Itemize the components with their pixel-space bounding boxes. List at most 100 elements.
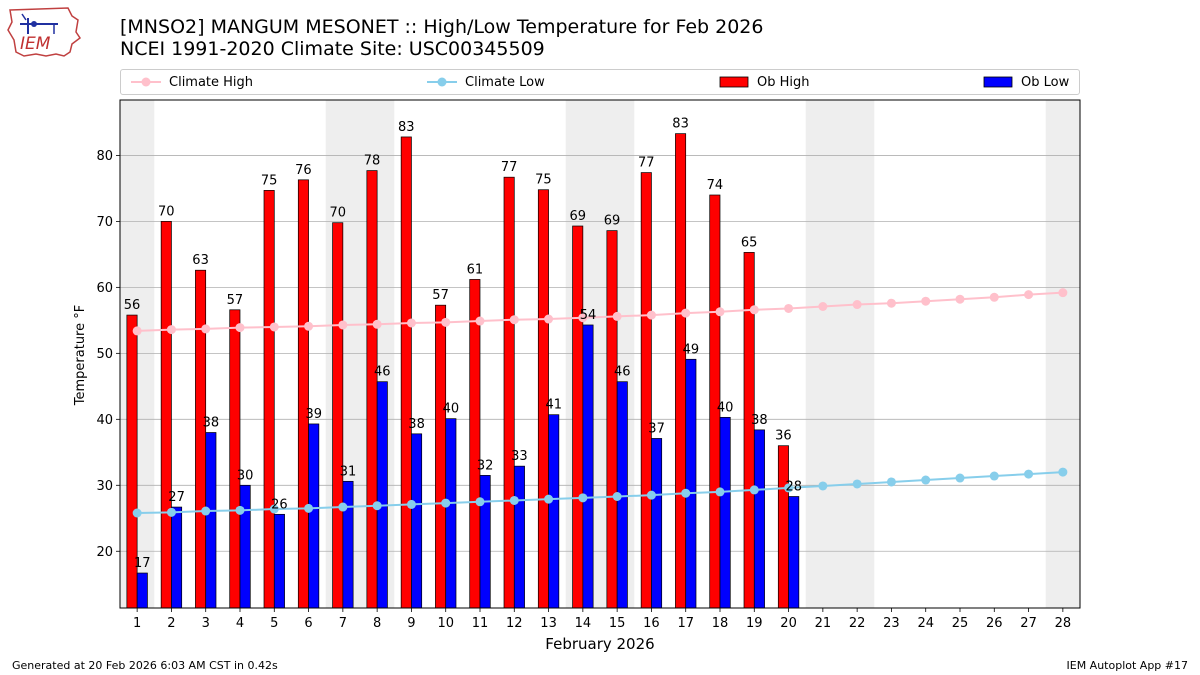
ob-low-bar [342, 480, 354, 609]
ob-low-bar [376, 381, 388, 609]
weekend-shade [1045, 100, 1080, 608]
weekend-shade [840, 100, 875, 608]
ob-low-label: 17 [134, 556, 151, 571]
climate-high-point [886, 298, 896, 308]
y-axis-label: Temperature °F [73, 305, 88, 406]
climate-high-point [132, 326, 142, 336]
ob-low-label: 38 [203, 416, 220, 431]
ob-high-bar [160, 221, 172, 609]
climate-high-point [749, 305, 759, 315]
ob-low-label: 32 [477, 458, 494, 473]
weekend-shade [805, 100, 840, 608]
climate-low-point [886, 477, 896, 487]
x-tick-label: 18 [712, 616, 729, 631]
ob-low-label: 54 [580, 308, 597, 323]
legend-swatch-icon [983, 76, 1013, 88]
climate-high-point [544, 314, 554, 324]
ob-high-label: 83 [398, 120, 415, 135]
ob-low-bar [308, 423, 320, 609]
ob-high-bar [400, 136, 412, 609]
ob-low-label: 33 [511, 449, 528, 464]
ob-low-bar [651, 438, 663, 609]
climate-low-point [1058, 467, 1068, 477]
ob-low-label: 39 [305, 407, 322, 422]
x-tick-label: 21 [815, 616, 832, 631]
ob-low-bar [513, 465, 525, 609]
ob-low-label: 40 [443, 402, 460, 417]
ob-high-bar [503, 176, 515, 609]
climate-high-point [201, 324, 211, 334]
legend-item-ob-high: Ob High [719, 70, 810, 94]
ob-high-label: 76 [295, 163, 312, 178]
ob-low-label: 40 [717, 400, 734, 415]
climate-low-point [989, 471, 999, 481]
climate-high-point [304, 321, 314, 331]
climate-low-point [921, 475, 931, 485]
ob-high-label: 77 [501, 160, 518, 175]
climate-high-point [578, 313, 588, 323]
climate-high-point [166, 325, 176, 335]
climate-high-point [681, 308, 691, 318]
y-tick-label: 30 [96, 479, 113, 494]
chart-title: [MNSO2] MANGUM MESONET :: High/Low Tempe… [120, 16, 763, 60]
climate-high-point [784, 303, 794, 313]
x-tick-label: 27 [1020, 616, 1037, 631]
legend-line-icon [131, 77, 161, 87]
ob-low-bar [273, 513, 285, 609]
ob-low-bar [479, 475, 491, 609]
ob-high-bar [777, 445, 789, 609]
plot-frame [119, 99, 1081, 609]
ob-high-bar [435, 304, 447, 609]
ob-low-label: 28 [785, 480, 802, 495]
ob-high-label: 77 [638, 156, 655, 171]
x-tick-label: 4 [236, 616, 244, 631]
ob-low-label: 31 [340, 464, 357, 479]
climate-high-point [1024, 290, 1034, 300]
climate-high-point [818, 301, 828, 311]
app-credit: IEM Autoplot App #17 [1066, 659, 1189, 672]
ob-low-bar [411, 433, 423, 609]
x-tick-label: 28 [1055, 616, 1072, 631]
climate-low-line [137, 471, 1063, 514]
climate-low-point [235, 505, 245, 515]
ob-high-label: 36 [775, 429, 792, 444]
title-line-1: [MNSO2] MANGUM MESONET :: High/Low Tempe… [120, 16, 764, 38]
x-tick-label: 6 [304, 616, 312, 631]
climate-low-point [166, 507, 176, 517]
ob-low-bar [788, 496, 800, 609]
ob-high-label: 57 [432, 288, 449, 303]
ob-high-label: 57 [227, 293, 244, 308]
ob-high-bar [229, 309, 241, 609]
ob-high-label: 78 [364, 154, 381, 169]
ob-low-label: 49 [683, 342, 700, 357]
ob-high-label: 75 [261, 173, 278, 188]
ob-high-label: 75 [535, 173, 552, 188]
climate-low-point [612, 492, 622, 502]
climate-low-point [544, 494, 554, 504]
climate-high-point [509, 315, 519, 325]
climate-high-point [269, 322, 279, 332]
climate-high-point [715, 307, 725, 317]
x-tick-label: 22 [849, 616, 866, 631]
climate-high-point [1058, 288, 1068, 298]
legend-item-ob-low: Ob Low [983, 70, 1069, 94]
x-tick-label: 2 [167, 616, 175, 631]
ob-high-label: 56 [124, 298, 141, 313]
climate-low-point [646, 490, 656, 500]
y-tick-label: 50 [96, 347, 113, 362]
ob-low-bar [719, 416, 731, 609]
climate-high-point [338, 320, 348, 330]
x-tick-label: 5 [270, 616, 278, 631]
ob-high-bar [640, 172, 652, 609]
climate-low-point [406, 499, 416, 509]
x-tick-label: 14 [575, 616, 592, 631]
x-tick-label: 16 [643, 616, 660, 631]
x-tick-label: 7 [339, 616, 347, 631]
climate-low-point [132, 508, 142, 518]
climate-low-point [1024, 469, 1034, 479]
ob-low-label: 41 [545, 398, 562, 413]
ob-low-label: 27 [168, 490, 185, 505]
climate-high-point [955, 294, 965, 304]
legend-label: Ob High [757, 74, 810, 90]
